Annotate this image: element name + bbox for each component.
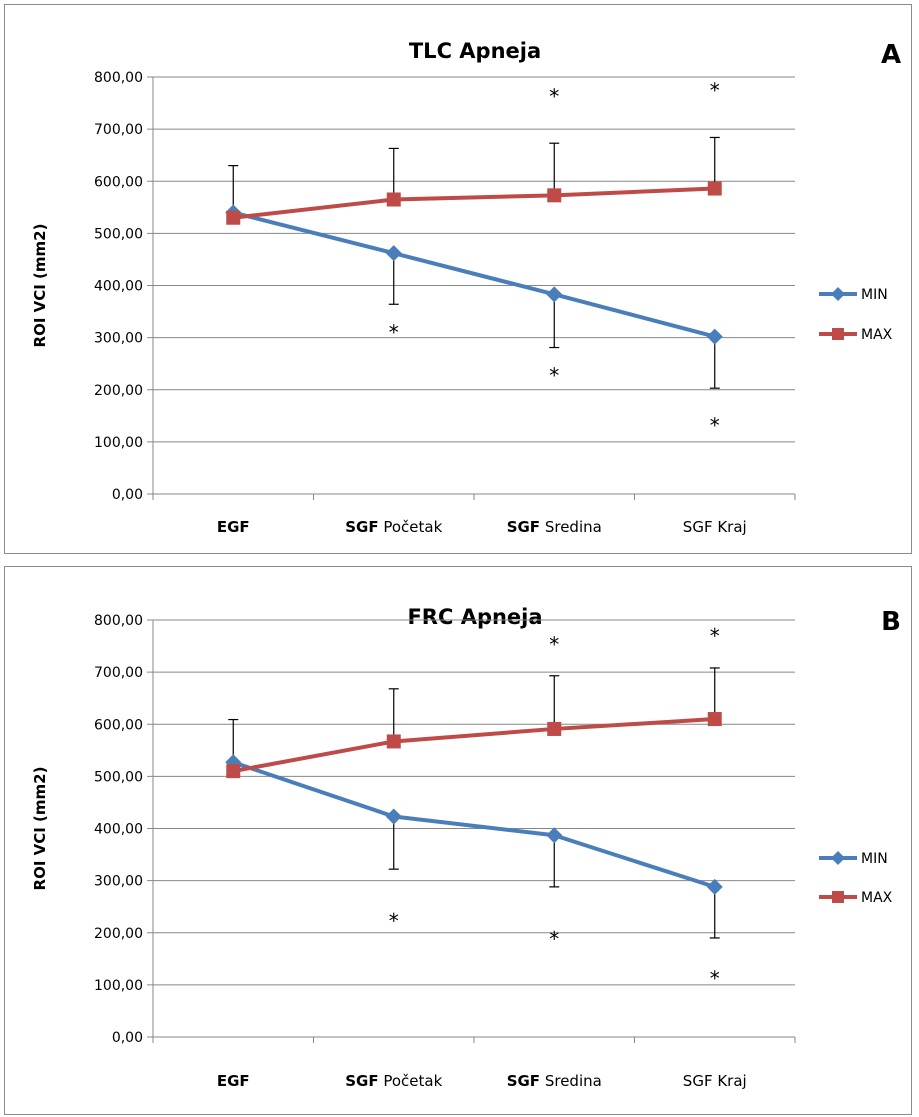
chart-b-xtick-label: SGF Početak <box>345 1072 442 1090</box>
chart-b-point-max <box>386 734 401 749</box>
chart-b-xtick-label-rest: Početak <box>379 1072 443 1090</box>
chart-b-xtick-label-rest: Sredina <box>540 1072 602 1090</box>
chart-b-series-line-min <box>232 760 716 889</box>
chart-a-ytick-label: 100,00 <box>94 435 143 451</box>
chart-b-ytick-label: 0,00 <box>112 1030 143 1046</box>
chart-a-legend-marker-min <box>831 287 845 301</box>
chart-b-svg: FRC Apneja B 0,00 100,00 200,00 300,00 400,00 5… <box>31 605 901 1090</box>
chart-a-ytick-label: 800,00 <box>94 70 143 86</box>
chart-b-point-max <box>226 764 241 779</box>
chart-b-xtick-label-bold: EGF <box>217 1072 250 1090</box>
chart-a-series-line-min <box>232 210 716 339</box>
chart-a-series-line-max <box>233 186 715 220</box>
chart-a-significance-star: * <box>710 414 720 438</box>
chart-a-xtick-label-rest: SGF Kraj <box>683 518 747 536</box>
chart-a-xtick-label: SGF Sredina <box>507 518 602 536</box>
chart-b-point-min <box>546 827 563 844</box>
chart-b-xtick-label: SGF Sredina <box>507 1072 602 1090</box>
chart-b-point-min <box>706 878 723 895</box>
chart-a-xtick-label-bold: SGF <box>345 518 378 536</box>
chart-a-ytick-label: 600,00 <box>94 174 143 190</box>
chart-a-point-max <box>707 181 722 196</box>
chart-b-significance-star: * <box>710 966 720 990</box>
chart-b-legend-marker-min <box>831 851 845 865</box>
chart-a-xtick-label-bold: EGF <box>217 518 250 536</box>
chart-a-xtick-label-rest: Početak <box>379 518 443 536</box>
chart-b-xtick-label: EGF <box>217 1072 250 1090</box>
chart-b-xtick-label: SGF Kraj <box>683 1072 747 1090</box>
chart-b-panel-letter: B <box>881 607 901 637</box>
chart-b-legend-label-min: MIN <box>861 851 888 867</box>
chart-b-ytick-label: 400,00 <box>94 822 143 838</box>
chart-a-point-max <box>547 188 562 203</box>
chart-b-significance-star: * <box>710 624 720 648</box>
chart-b-ytick-label: 100,00 <box>94 978 143 994</box>
chart-b-legend-label-max: MAX <box>861 890 893 906</box>
chart-a-xtick-label: SGF Početak <box>345 518 442 536</box>
chart-b-point-max <box>547 721 562 736</box>
chart-b-xtick-label-bold: SGF <box>345 1072 378 1090</box>
chart-a-legend-label-min: MIN <box>861 287 888 303</box>
chart-a-ytick-label: 500,00 <box>94 226 143 242</box>
chart-a-xtick-label-bold: SGF <box>507 518 540 536</box>
chart-b-ytick-label: 800,00 <box>94 613 143 629</box>
chart-a-point-min <box>706 328 723 345</box>
chart-b-ytick-label: 500,00 <box>94 769 143 785</box>
chart-a-significance-star: * <box>710 78 720 102</box>
chart-a-title: TLC Apneja <box>409 39 541 63</box>
chart-a-legend-label-max: MAX <box>861 327 893 343</box>
chart-b-xtick-label-bold: SGF <box>507 1072 540 1090</box>
chart-a-xtick-label: SGF Kraj <box>683 518 747 536</box>
chart-a-ytick-label: 400,00 <box>94 279 143 295</box>
chart-a-point-min <box>385 245 402 262</box>
chart-b-title: FRC Apneja <box>407 605 542 629</box>
chart-b-significance-star: * <box>549 632 559 656</box>
chart-a-ytick-label: 0,00 <box>112 487 143 503</box>
chart-a-significance-star: * <box>549 364 559 388</box>
chart-b-point-min <box>225 754 242 771</box>
chart-panel-b: FRC Apneja B 0,00 100,00 200,00 300,00 400,00 5… <box>4 566 912 1115</box>
chart-a-panel-letter: A <box>881 40 901 70</box>
chart-b-ytick-label: 600,00 <box>94 717 143 733</box>
chart-b-significance-star: * <box>549 927 559 951</box>
chart-a-significance-star: * <box>549 85 559 109</box>
chart-a-xtick-label: EGF <box>217 518 250 536</box>
chart-a-point-max <box>386 192 401 207</box>
chart-a-ytick-label: 200,00 <box>94 383 143 399</box>
chart-b-series-line-max <box>232 717 715 774</box>
chart-a-point-min <box>546 286 563 303</box>
chart-a-point-max <box>226 210 241 225</box>
chart-b-significance-star: * <box>389 909 399 933</box>
chart-a-significance-star: * <box>389 320 399 344</box>
chart-b-point-min <box>385 808 402 825</box>
chart-b-xtick-label-rest: SGF Kraj <box>683 1072 747 1090</box>
chart-a-y-axis-label: ROI VCI (mm2) <box>31 224 49 348</box>
chart-b-ytick-label: 200,00 <box>94 926 143 942</box>
chart-b-legend-marker-max <box>832 891 844 903</box>
chart-a-xtick-label-rest: Sredina <box>540 518 602 536</box>
chart-a-ytick-label: 300,00 <box>94 331 143 347</box>
chart-a-legend-marker-max <box>832 328 844 340</box>
chart-a-svg: TLC Apneja A 0,00 100,00 200,00 300,00 400,00 5… <box>31 39 901 536</box>
chart-b-ytick-label: 700,00 <box>94 665 143 681</box>
chart-panel-a: TLC Apneja A 0,00 100,00 200,00 300,00 400,00 5… <box>4 4 912 554</box>
chart-a-ytick-label: 700,00 <box>94 122 143 138</box>
chart-b-y-axis-label: ROI VCI (mm2) <box>31 767 49 891</box>
chart-b-ytick-label: 300,00 <box>94 874 143 890</box>
chart-b-point-max <box>707 712 722 727</box>
